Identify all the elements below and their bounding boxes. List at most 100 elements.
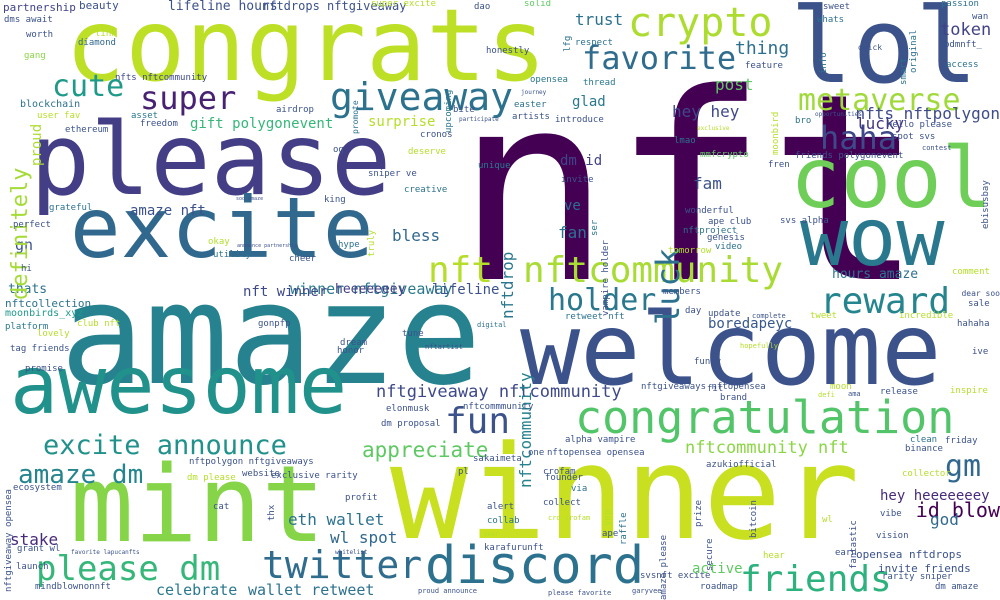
- word: unique: [478, 161, 511, 171]
- word: truly: [367, 229, 377, 257]
- word: tomorrow: [668, 246, 712, 256]
- word: wl spot: [330, 528, 398, 547]
- word: reward: [820, 281, 951, 322]
- word: nfts nftpolygon: [855, 104, 1000, 123]
- word: info: [819, 52, 829, 74]
- word: og: [333, 145, 344, 155]
- word: grant wl: [17, 544, 61, 554]
- word: asset: [131, 111, 159, 121]
- word: fam: [693, 174, 722, 193]
- word: bdmnft_: [944, 40, 982, 50]
- word: solid: [524, 0, 552, 9]
- word: discord: [425, 536, 645, 596]
- word: ethereum: [65, 125, 109, 135]
- word: spot svs: [892, 132, 936, 142]
- word: platform: [5, 322, 49, 332]
- word: hours amaze: [832, 267, 919, 282]
- word: congratulation: [575, 391, 955, 444]
- word: gn: [15, 236, 34, 254]
- word: haha: [820, 119, 898, 157]
- word: nftcommmunity: [463, 402, 534, 412]
- word: website: [242, 469, 280, 479]
- word: lovely: [37, 329, 70, 339]
- word: ser: [590, 219, 600, 236]
- word: nftgiveaway nftcommunity: [376, 382, 622, 402]
- word: please dm: [36, 549, 221, 589]
- word: earn: [835, 548, 857, 558]
- word: thing: [735, 38, 790, 59]
- word: thats: [8, 282, 48, 297]
- word: participate: [459, 116, 499, 123]
- word: wonderful: [685, 206, 734, 216]
- word: sweet: [823, 2, 851, 12]
- word: announce partnership: [237, 243, 298, 249]
- word: proud: [29, 123, 45, 166]
- word: super: [140, 79, 237, 117]
- word: access: [946, 60, 979, 70]
- word: congrats: [65, 0, 547, 104]
- word: nft: [428, 250, 494, 291]
- word: dms await: [4, 15, 53, 25]
- word: beauty: [79, 0, 119, 12]
- word: partnership: [3, 1, 76, 14]
- word: friday: [945, 436, 978, 446]
- word: moonbird: [771, 111, 781, 155]
- word: crypto: [628, 0, 773, 46]
- word: alpha vampire: [565, 435, 636, 445]
- word: nftgiveaways nftopensea: [641, 382, 766, 392]
- word: hahaha: [957, 319, 990, 329]
- word: dream: [340, 338, 368, 348]
- word: passion: [941, 0, 979, 9]
- word: trust: [575, 10, 624, 29]
- word: eth wallet: [288, 510, 385, 529]
- word: please favorite: [548, 589, 612, 597]
- word: dear soo: [961, 289, 1000, 298]
- word: id blow: [915, 498, 1000, 522]
- word: token: [940, 20, 992, 40]
- word: mint: [70, 443, 326, 566]
- word: nft: [455, 39, 925, 341]
- word: mindblownonnft: [35, 582, 111, 592]
- word: proud announce: [418, 587, 478, 595]
- word: gonpfp: [258, 319, 291, 329]
- word: nftproject: [683, 226, 738, 236]
- word: god: [930, 510, 959, 529]
- word: nftcommunity nft: [685, 438, 849, 458]
- word: definitely: [8, 167, 33, 300]
- word: sakaimeta: [473, 454, 522, 464]
- word: soo amaze: [236, 196, 264, 202]
- word: favorite: [582, 39, 737, 77]
- word: lol: [790, 0, 978, 107]
- word: opensea nftdrops: [856, 548, 962, 561]
- word: one: [528, 448, 545, 458]
- word: holder: [548, 283, 657, 318]
- word: hey heeeeeeey: [880, 488, 990, 504]
- word: hi: [21, 264, 32, 274]
- word: inspire: [950, 386, 988, 396]
- word: hype: [338, 240, 360, 250]
- word: winner nftgiveaway: [290, 280, 453, 298]
- word: cute: [52, 69, 125, 104]
- word: excite announce: [43, 430, 287, 461]
- word: honor: [337, 346, 365, 356]
- word: tune: [402, 329, 424, 339]
- word: giveaway: [330, 75, 514, 119]
- word: day: [685, 306, 702, 316]
- word: artists: [512, 112, 550, 122]
- word: lifeline: [432, 282, 500, 298]
- word: vision: [876, 531, 909, 541]
- word: binance: [905, 444, 943, 454]
- word: dm proposal: [381, 419, 441, 429]
- word: amaze nft: [130, 203, 206, 219]
- word: appreciate: [362, 438, 489, 462]
- word: cro crofam: [548, 514, 591, 522]
- word: friends: [740, 559, 892, 600]
- word: fun: [445, 401, 511, 442]
- word: dm please: [187, 473, 236, 483]
- word: hear: [763, 551, 785, 561]
- word: update: [708, 309, 741, 319]
- word: respect: [575, 38, 613, 48]
- word: blockchain: [20, 99, 81, 110]
- word: honestly: [486, 46, 530, 56]
- word: worth: [26, 30, 54, 40]
